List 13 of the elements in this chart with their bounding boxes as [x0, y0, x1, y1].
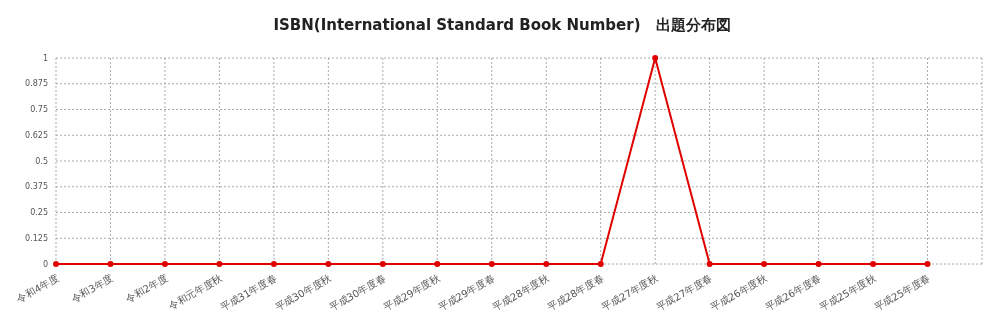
y-tick-label: 0.375: [25, 182, 48, 192]
x-tick-label: 令和3年度: [69, 272, 115, 305]
chart-title: ISBN(International Standard Book Number) 出題分布図: [273, 16, 731, 34]
y-tick-label: 0.75: [30, 105, 48, 115]
y-tick-label: 0.5: [35, 156, 48, 166]
y-tick-label: 0.625: [25, 130, 48, 140]
y-tick-label: 0.25: [30, 208, 48, 218]
y-tick-label: 0.875: [25, 79, 48, 89]
y-tick-label: 1: [42, 53, 48, 63]
x-tick-label: 令和2年度: [123, 272, 170, 305]
x-tick-label: 令和4年度: [14, 272, 61, 305]
y-tick-label: 0.125: [25, 233, 48, 243]
y-tick-label: 0: [42, 259, 48, 269]
